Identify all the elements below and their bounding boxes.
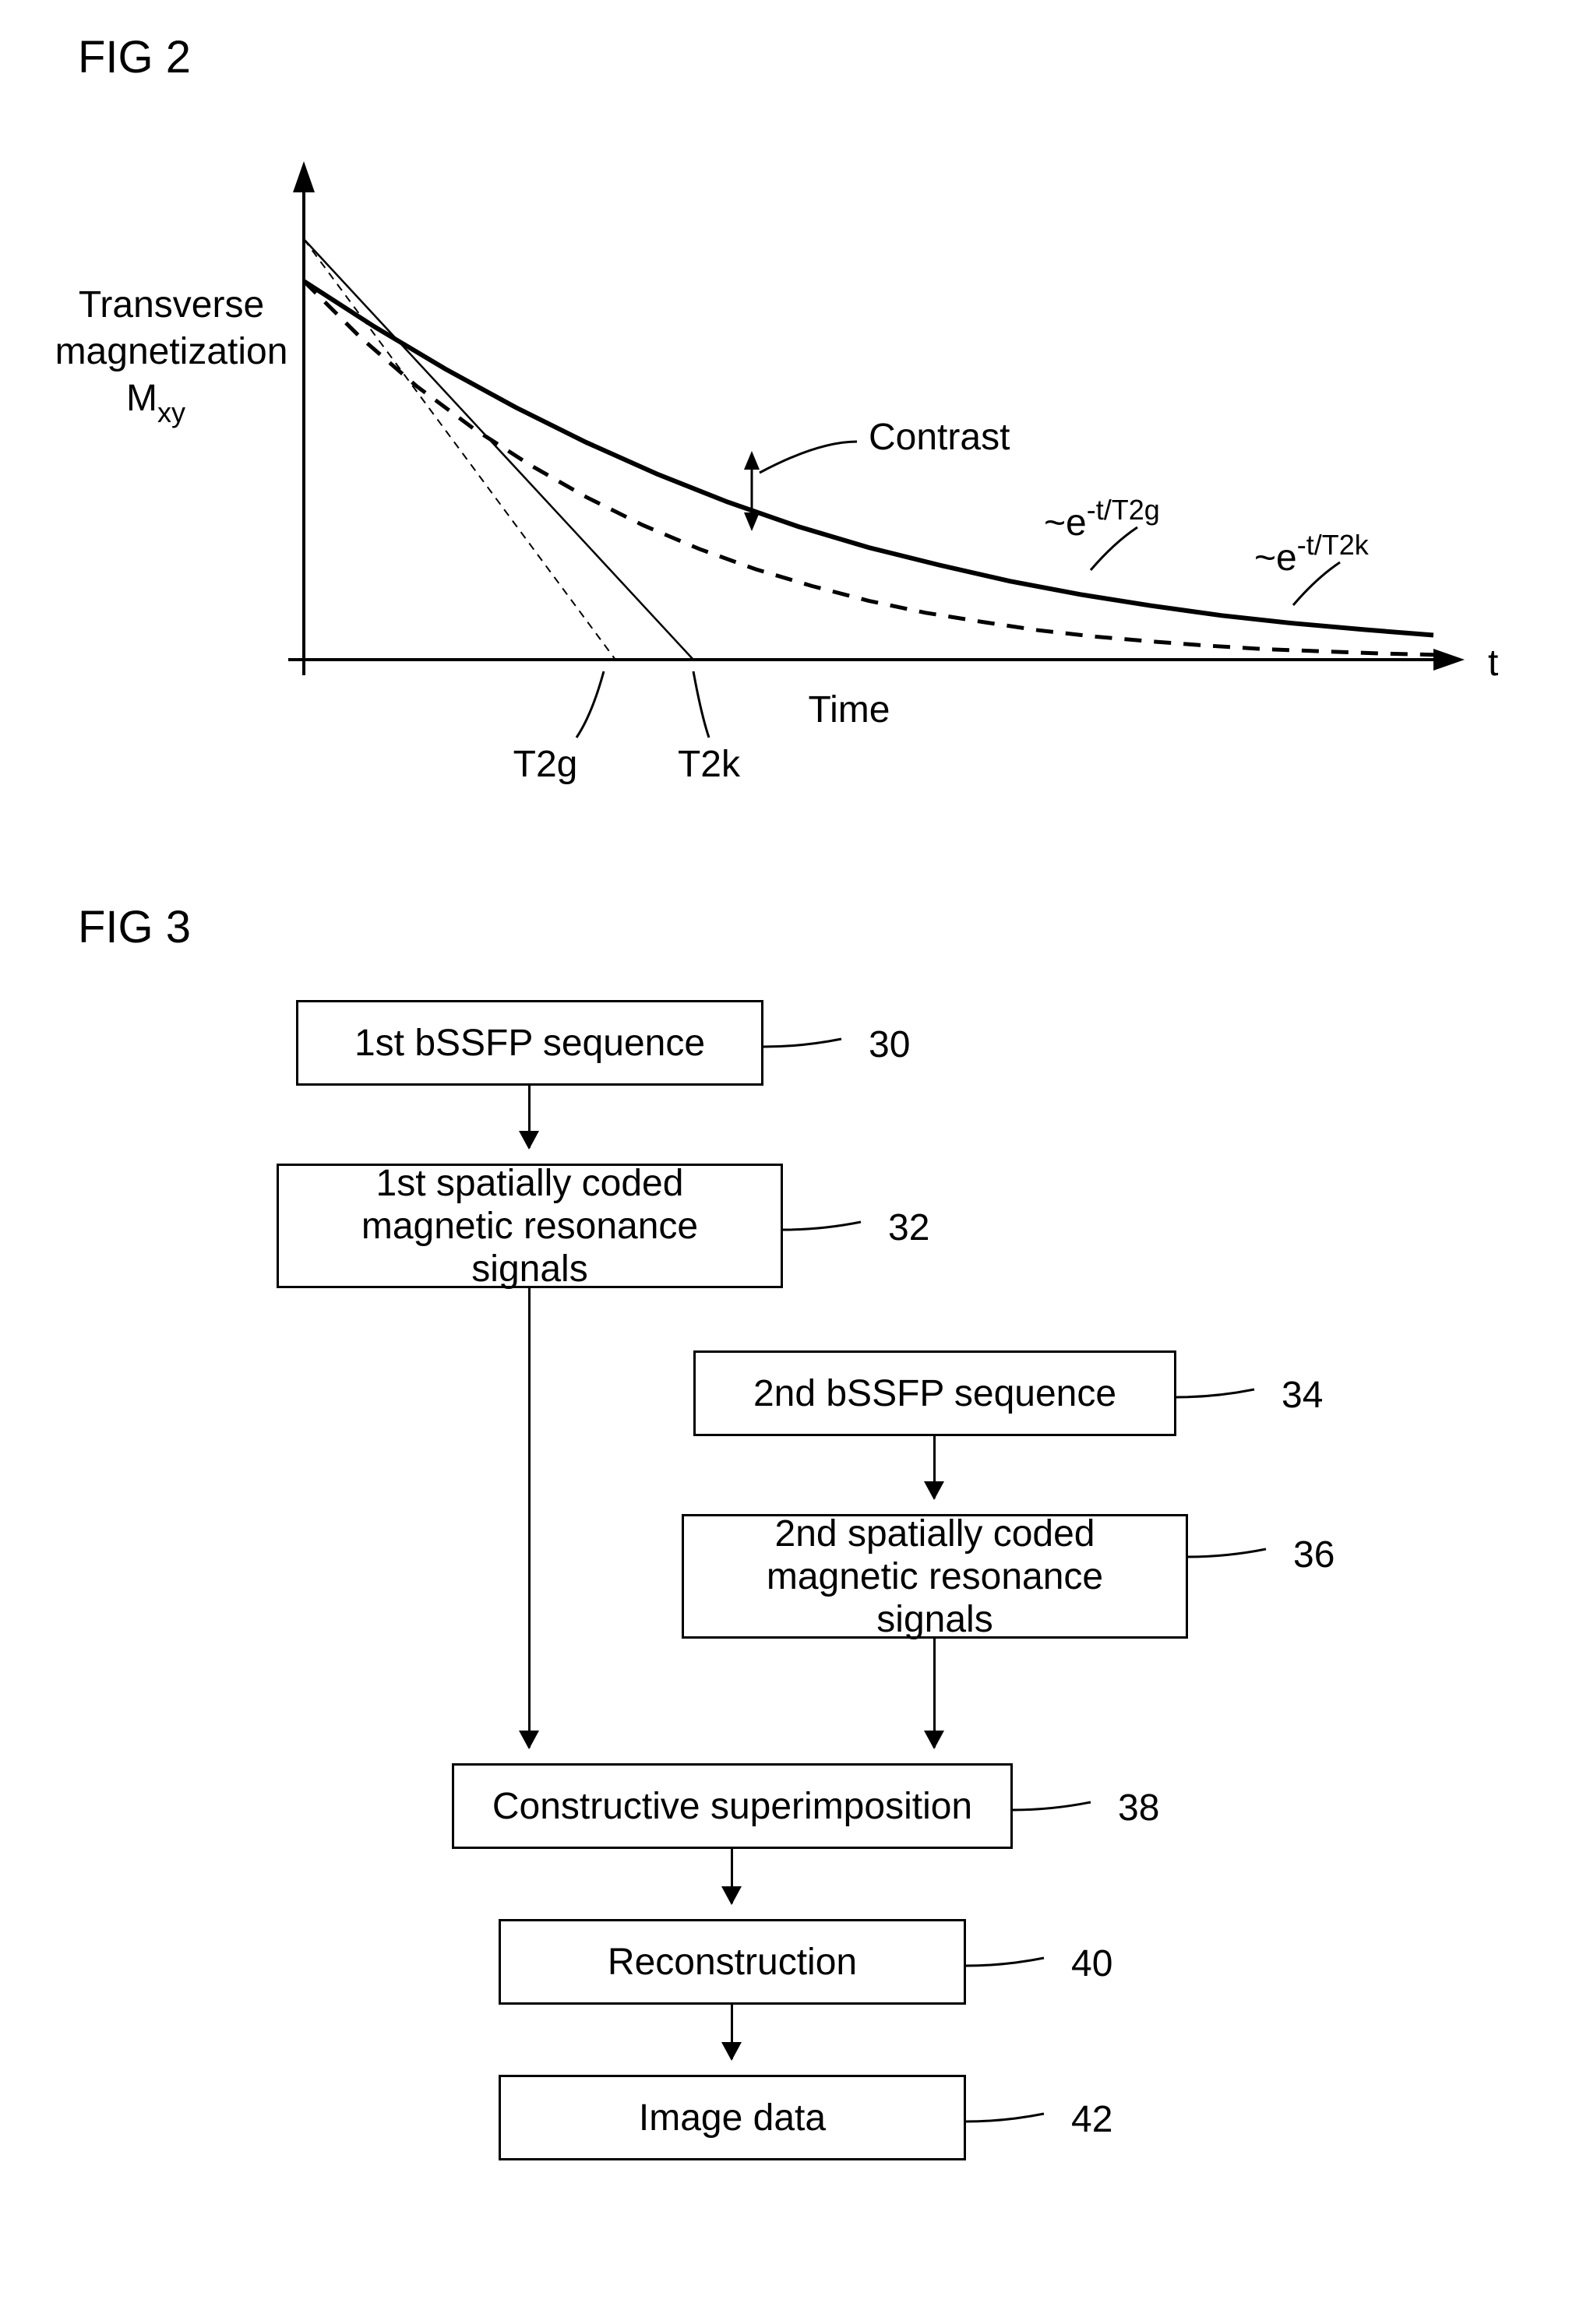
box-38: Constructive superimposition [452,1763,1013,1849]
leader-38 [1013,1794,1114,1826]
leader-42 [966,2106,1067,2137]
box-42: Image data [499,2075,966,2160]
leader-t2k-curve [1293,562,1340,605]
contrast-label: Contrast [869,417,1010,458]
box-34: 2nd bSSFP sequence [693,1350,1176,1436]
ref-36: 36 [1293,1533,1334,1576]
box-34-text: 2nd bSSFP sequence [753,1372,1116,1415]
arrow-30-32 [528,1086,531,1148]
ylabel-l3: Mxy [126,378,185,428]
leader-t2g-axis [576,671,604,738]
arrow-32-38 [528,1288,531,1748]
tangent-solid-t2k [304,239,693,660]
box-36: 2nd spatially coded magnetic resonance s… [682,1514,1188,1639]
box-36-l1: 2nd spatially coded [775,1512,1095,1555]
fig3-label: FIG 3 [78,901,1545,953]
box-40: Reconstruction [499,1919,966,2005]
box-30-text: 1st bSSFP sequence [354,1022,705,1065]
t2k-label: T2k [678,744,741,785]
ref-34: 34 [1282,1374,1323,1417]
box-32: 1st spatially coded magnetic resonance s… [277,1164,783,1288]
contrast-arrow [744,451,760,531]
box-38-text: Constructive superimposition [492,1785,972,1828]
leader-34 [1176,1382,1278,1413]
leader-t2g-curve [1091,527,1137,570]
ylabel-l1: Transverse [79,284,264,326]
ref-32: 32 [888,1206,929,1249]
box-40-text: Reconstruction [608,1941,857,1984]
arrow-34-36 [933,1436,936,1498]
fig2-chart: Transverse magnetization Mxy Time t Cont… [31,99,1511,839]
t2g-label: T2g [513,744,578,785]
box-32-l2: magnetic resonance signals [302,1205,757,1291]
ref-40: 40 [1071,1942,1112,1985]
leader-30 [763,1031,865,1062]
xlabel: Time [809,689,890,731]
leader-36 [1188,1541,1289,1572]
box-42-text: Image data [639,2097,826,2139]
fig2-svg: Transverse magnetization Mxy Time t Cont… [31,99,1511,839]
arrow-38-40 [731,1849,733,1903]
ref-38: 38 [1118,1787,1159,1829]
leader-32 [783,1214,884,1245]
curve2-label: ~e-t/T2k [1254,529,1370,579]
leader-40 [966,1950,1067,1981]
ref-42: 42 [1071,2098,1112,2141]
ref-30: 30 [869,1023,910,1066]
box-36-l2: magnetic resonance signals [707,1555,1162,1641]
curve1-label: ~e-t/T2g [1044,494,1160,544]
fig3-flowchart: 1st bSSFP sequence 30 1st spatially code… [31,969,1511,2293]
arrow-36-38 [933,1639,936,1748]
leader-t2k-axis [693,671,709,738]
box-30: 1st bSSFP sequence [296,1000,763,1086]
arrow-40-42 [731,2005,733,2059]
fig2-label: FIG 2 [78,31,1545,83]
x-symbol: t [1488,643,1498,684]
tangent-dashed-t2g [304,239,615,660]
ylabel-l2: magnetization [55,331,288,372]
curve-t2k [304,281,1433,636]
box-32-l1: 1st spatially coded [376,1162,684,1205]
contrast-leader [760,442,857,473]
